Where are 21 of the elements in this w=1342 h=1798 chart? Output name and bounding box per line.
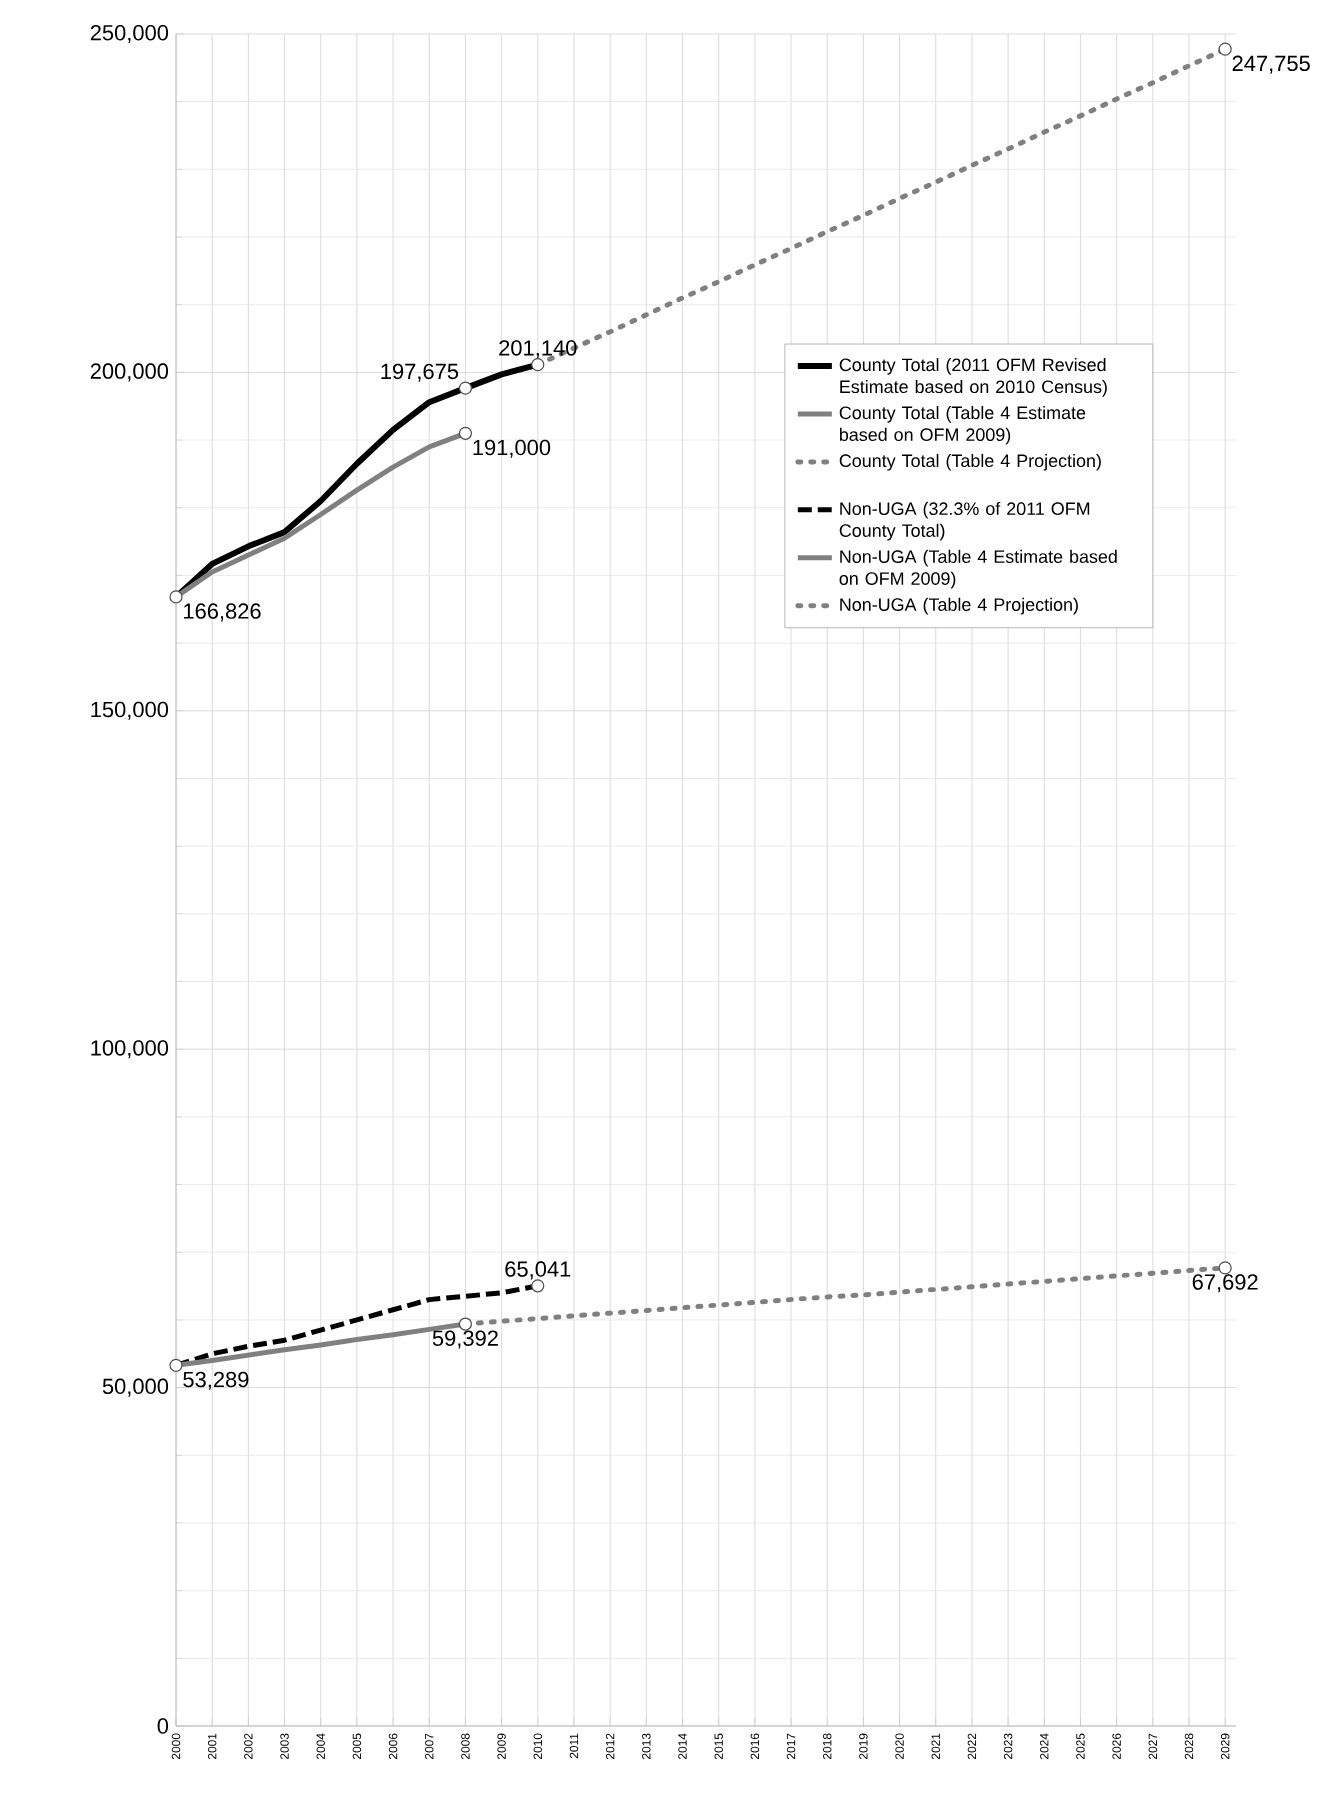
y-tick-label: 250,000	[90, 24, 169, 44]
legend-label: County Total (Table 4 Projection)	[839, 453, 1101, 471]
y-tick-label: 50,000	[102, 1378, 169, 1397]
legend-label: Non-UGA (Table 4 Projection)	[840, 597, 1078, 615]
y-tick-label: 0	[157, 1718, 169, 1734]
annotation: 59,392	[432, 1330, 498, 1349]
y-tick-label: 150,000	[91, 701, 169, 720]
y-tick-label: 200,000	[90, 363, 169, 382]
legend-label: County Total (Table 4 Estimate based on OFM 2009)	[839, 405, 1086, 445]
annotation: 65,041	[505, 1261, 571, 1280]
annotation: 191,000	[473, 439, 551, 458]
legend-label: Non-UGA (Table 4 Estimate based on OFM 2009)	[839, 549, 1117, 589]
annotation: 247,755	[1232, 55, 1310, 74]
annotation: 67,692	[1192, 1274, 1258, 1293]
annotation: 53,289	[183, 1371, 249, 1390]
y-tick-label: 100,000	[91, 1040, 169, 1059]
legend-label: Non-UGA (32.3% of 2011 OFM County Total)	[839, 501, 1090, 541]
annotation: 201,140	[499, 340, 577, 359]
legend-label: County Total (2011 OFM Revised Estimate based on 2010 Census)	[839, 358, 1107, 397]
annotation: 166,826	[184, 603, 261, 622]
annotation: 197,675	[381, 363, 459, 382]
